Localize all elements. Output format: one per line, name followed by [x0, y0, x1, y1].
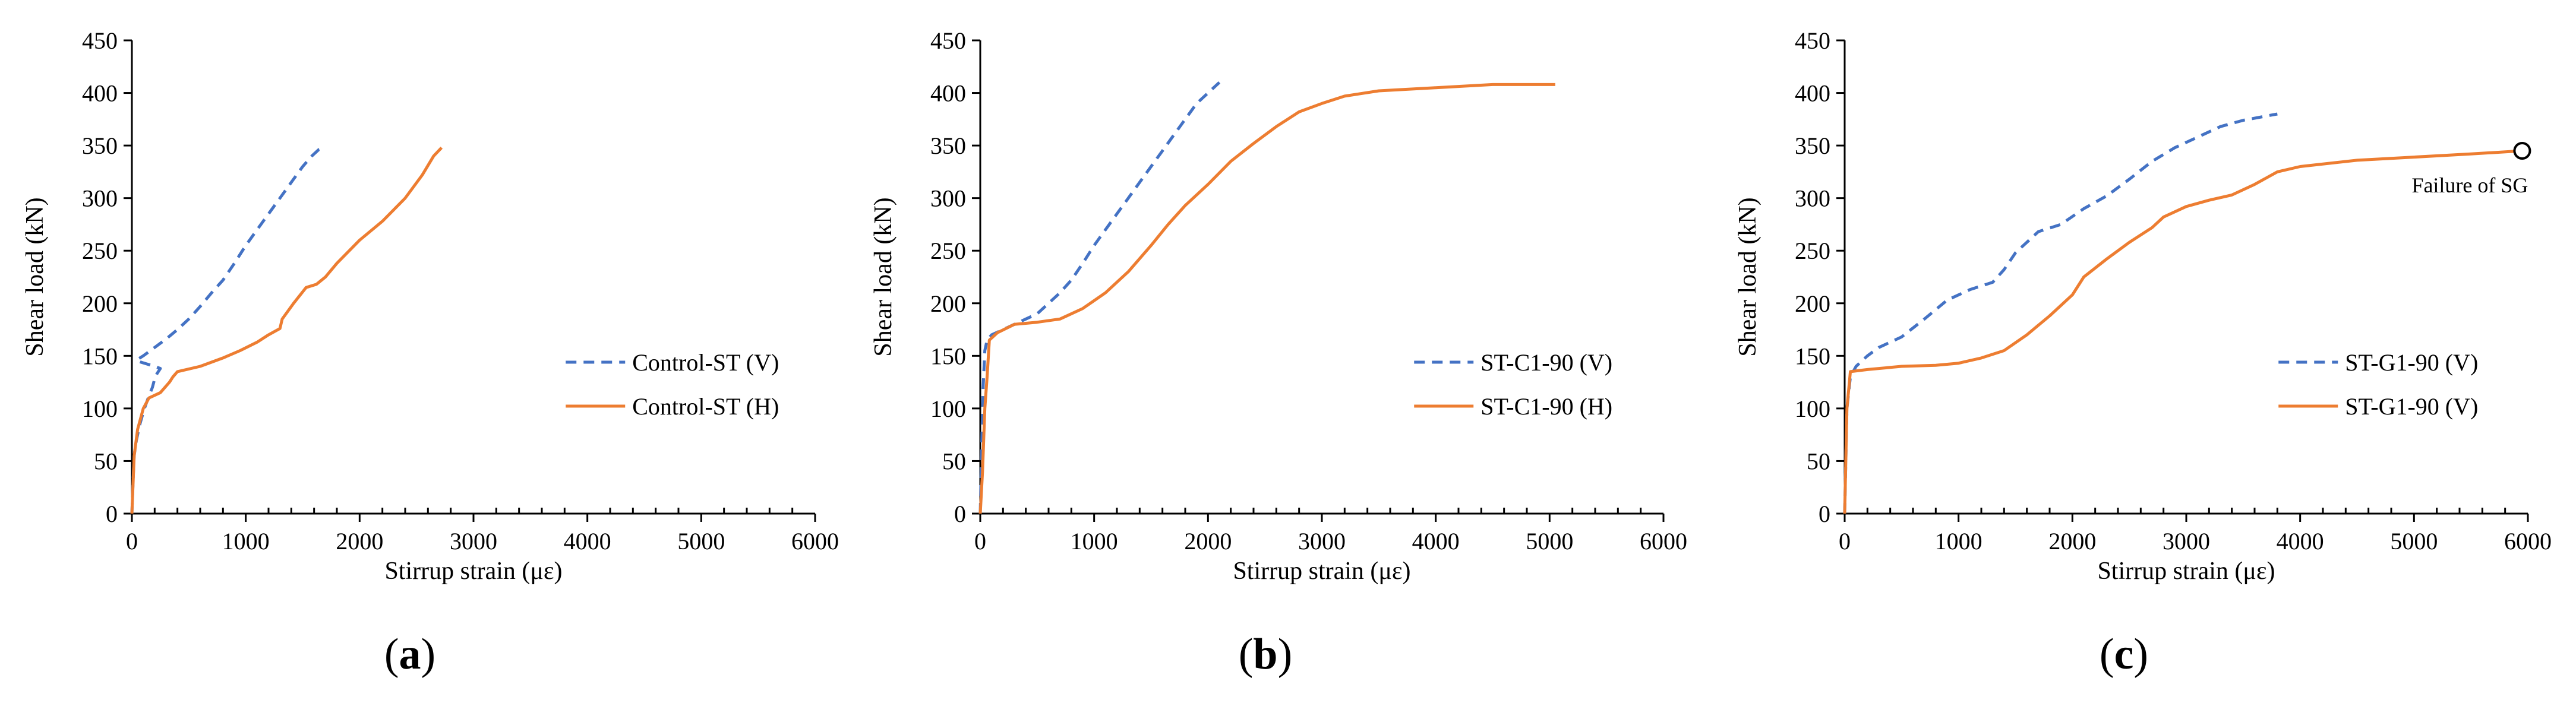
x-tick-label: 3000	[1298, 528, 1346, 555]
x-tick-label: 4000	[564, 528, 611, 555]
y-tick-label: 100	[82, 395, 118, 422]
y-tick-label: 50	[1807, 448, 1830, 474]
x-tick-label: 0	[126, 528, 138, 555]
y-axis-title: Shear load (kN)	[1734, 197, 1761, 356]
y-tick-label: 200	[82, 290, 118, 317]
x-tick-label: 2000	[336, 528, 383, 555]
legend-label: ST-C1-90 (V)	[1480, 349, 1612, 376]
y-tick-label: 50	[942, 448, 966, 474]
x-tick-label: 4000	[2277, 528, 2324, 555]
x-tick-label: 5000	[677, 528, 725, 555]
series-line-h	[978, 83, 1555, 514]
x-tick-label: 4000	[1412, 528, 1460, 555]
legend-label: Control-ST (H)	[632, 393, 779, 420]
y-tick-label: 200	[930, 290, 966, 317]
chart-b: 0 50 100 150 200 250 300 350 400 450 0 1000 2000 3000…	[870, 27, 1687, 585]
x-axis-title: Stirrup strain (με)	[2097, 558, 2275, 585]
y-tick-label: 250	[1795, 238, 1830, 264]
y-tick-label: 450	[930, 27, 966, 54]
y-axis-title: Shear load (kN)	[870, 197, 897, 356]
x-axis-title: Stirrup strain (με)	[1233, 558, 1410, 585]
y-tick-label: 350	[1795, 132, 1830, 159]
y-tick-label: 350	[930, 132, 966, 159]
caption-c: (c)	[2099, 630, 2149, 679]
y-tick-label: 400	[930, 80, 966, 107]
x-tick-label: 0	[1839, 528, 1851, 555]
annotation-label: Failure of SG	[2411, 173, 2528, 197]
y-tick-label: 300	[1795, 185, 1830, 212]
series-line-v	[130, 146, 326, 514]
legend-label: ST-C1-90 (H)	[1480, 393, 1612, 420]
y-tick-label: 400	[1795, 80, 1830, 107]
legend-label: Control-ST (V)	[632, 349, 779, 376]
y-tick-label: 100	[1795, 395, 1830, 422]
y-tick-label: 350	[82, 132, 118, 159]
x-tick-label: 3000	[450, 528, 497, 555]
x-tick-label: 2000	[2048, 528, 2096, 555]
x-tick-label: 1000	[1935, 528, 1982, 555]
y-tick-label: 150	[930, 343, 966, 369]
x-tick-label: 5000	[1526, 528, 1573, 555]
x-tick-label: 6000	[791, 528, 839, 555]
failure-marker	[2513, 141, 2531, 160]
y-tick-label: 250	[82, 238, 118, 264]
series-line-v	[1843, 112, 2278, 514]
y-tick-label: 0	[1819, 501, 1830, 527]
series-line-h	[130, 146, 443, 514]
y-tick-label: 0	[106, 501, 118, 527]
y-tick-label: 450	[82, 27, 118, 54]
x-tick-label: 0	[974, 528, 986, 555]
y-tick-label: 300	[82, 185, 118, 212]
legend-label: ST-G1-90 (V)	[2345, 349, 2478, 376]
caption-b: (b)	[1238, 630, 1293, 679]
legend-label: ST-G1-90 (V)	[2345, 393, 2478, 420]
x-tick-label: 5000	[2390, 528, 2438, 555]
chart-c: 0 50 100 150 200 250 300 350 400 450 0 1000 2000 3000…	[1734, 27, 2552, 585]
x-tick-label: 6000	[2504, 528, 2552, 555]
y-tick-label: 150	[1795, 343, 1830, 369]
y-tick-label: 450	[1795, 27, 1830, 54]
x-tick-label: 2000	[1184, 528, 1232, 555]
y-tick-label: 250	[930, 238, 966, 264]
x-tick-label: 1000	[222, 528, 270, 555]
x-tick-label: 6000	[1640, 528, 1687, 555]
y-tick-label: 300	[930, 185, 966, 212]
chart-a: 0 50 100 150 200 250 300 350 400 450 0 1000 2000 3000…	[21, 27, 839, 585]
series-line-h	[1843, 149, 2523, 514]
y-tick-label: 400	[82, 80, 118, 107]
y-axis-title: Shear load (kN)	[21, 197, 49, 356]
y-tick-label: 100	[930, 395, 966, 422]
series-line-v	[978, 81, 1221, 514]
x-axis-title: Stirrup strain (με)	[384, 558, 562, 585]
y-tick-label: 200	[1795, 290, 1830, 317]
y-tick-label: 50	[94, 448, 118, 474]
x-tick-label: 3000	[2163, 528, 2210, 555]
y-tick-label: 0	[954, 501, 966, 527]
caption-a: (a)	[384, 630, 436, 679]
y-tick-label: 150	[82, 343, 118, 369]
x-tick-label: 1000	[1071, 528, 1118, 555]
